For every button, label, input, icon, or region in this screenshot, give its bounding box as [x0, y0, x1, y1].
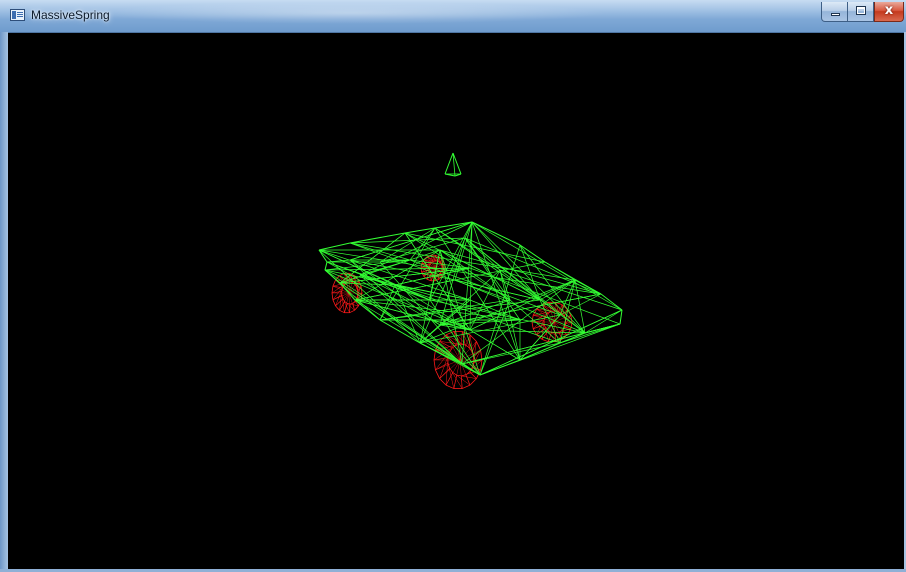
wireframe-scene [318, 152, 623, 389]
maximize-button[interactable] [848, 2, 874, 22]
minimize-icon [822, 2, 847, 21]
app-window-icon[interactable] [10, 9, 25, 21]
maximize-icon [848, 2, 873, 21]
render-viewport[interactable] [8, 33, 904, 569]
window-frame-right [904, 32, 906, 572]
title-bar[interactable]: MassiveSpring x [0, 0, 906, 33]
window-title: MassiveSpring [31, 8, 110, 22]
close-icon: x [884, 3, 894, 18]
cone-marker [444, 152, 462, 177]
car-body-wireframe [318, 221, 623, 376]
window-frame-bottom [0, 569, 906, 572]
close-button[interactable]: x [874, 2, 904, 22]
minimize-button[interactable] [821, 2, 848, 22]
window-frame-left [0, 32, 8, 572]
